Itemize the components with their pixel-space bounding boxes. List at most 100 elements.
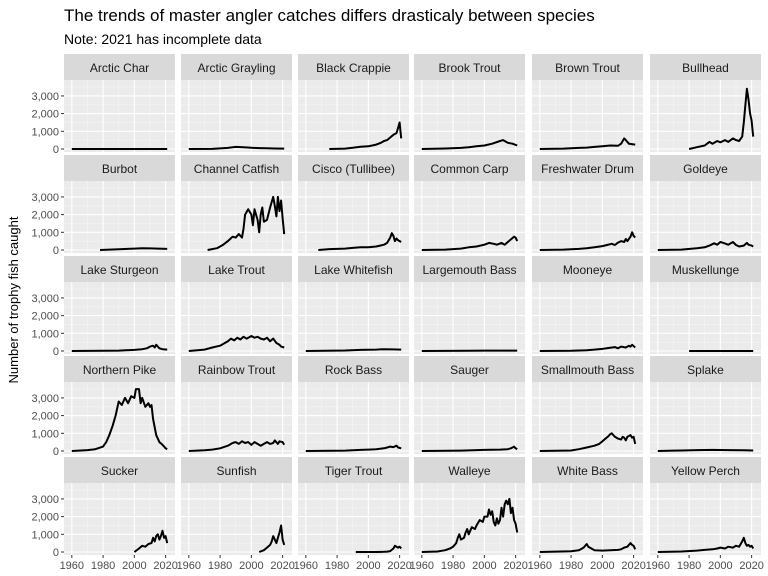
x-tick-label: 2000 (356, 560, 380, 572)
y-tick-label: 1,000 (31, 126, 59, 138)
facet-label: Burbot (102, 162, 138, 176)
facet-panel: Freshwater Drum (532, 155, 643, 253)
facet-label: Largemouth Bass (422, 263, 516, 277)
facet-label: Splake (687, 363, 724, 377)
series-line (305, 444, 402, 452)
facet-panel: Black Crappie (298, 54, 409, 152)
facet-panel: Lake Sturgeon 0 1,000 2,000 3,000 (31, 256, 175, 358)
facet-panel: Sauger (414, 356, 525, 454)
facet-label: Rock Bass (325, 363, 382, 377)
facet-strip (532, 54, 643, 80)
panel-background (414, 282, 525, 354)
x-tick-label: 1980 (208, 560, 232, 572)
facet-panel: Lake Whitefish (298, 256, 409, 354)
facet-label: Northern Pike (83, 363, 157, 377)
facet-label: Sauger (450, 363, 489, 377)
facet-panel: Lake Trout (181, 256, 292, 354)
panel-background (64, 483, 175, 555)
facet-strip (64, 256, 175, 282)
facet-label: Lake Trout (208, 263, 265, 277)
facet-strip (64, 54, 175, 80)
series-line (258, 524, 286, 553)
facet-panel: Smallmouth Bass (532, 356, 643, 454)
series-line (539, 231, 636, 251)
x-tick-label: 2020 (153, 560, 177, 572)
facet-label: Black Crappie (316, 61, 391, 75)
series-line (71, 343, 168, 352)
facet-strip (64, 155, 175, 181)
facet-strip (650, 457, 761, 483)
facet-strip (532, 256, 643, 282)
panel-background (298, 282, 409, 354)
facet-strip (298, 155, 409, 181)
panel-background (64, 80, 175, 152)
series-line (133, 529, 169, 553)
y-tick-label: 2,000 (31, 210, 59, 222)
series-line (657, 536, 755, 553)
facet-label: Arctic Grayling (197, 61, 275, 75)
facet-label: Channel Catfish (194, 162, 279, 176)
facet-label: Rainbow Trout (198, 363, 276, 377)
facet-strip (414, 457, 525, 483)
panel-background (181, 80, 292, 152)
y-tick-label: 3,000 (31, 494, 59, 506)
facet-strip (181, 457, 292, 483)
x-tick-label: 1960 (528, 560, 552, 572)
facet-label: White Bass (557, 464, 618, 478)
series-line (688, 87, 755, 150)
facet-strip (414, 356, 525, 382)
series-line (329, 121, 403, 150)
panel-background (650, 382, 761, 454)
panel-background (414, 80, 525, 152)
x-tick-label: 2000 (708, 560, 732, 572)
facet-strip (650, 256, 761, 282)
facet-panel: Goldeye (650, 155, 761, 253)
facet-strip (650, 155, 761, 181)
series-line (657, 448, 754, 452)
series-line (355, 544, 402, 553)
facet-panel: Mooneye (532, 256, 643, 354)
series-line (207, 195, 286, 251)
y-tick-label: 3,000 (31, 393, 59, 405)
facet-label: Smallmouth Bass (541, 363, 634, 377)
y-tick-label: 0 (53, 547, 59, 559)
facet-label: Tiger Trout (325, 464, 383, 478)
y-tick-label: 1,000 (31, 529, 59, 541)
panel-background (650, 282, 761, 354)
series-line (188, 439, 286, 452)
facet-label: Cisco (Tullibee) (312, 162, 395, 176)
y-tick-label: 2,000 (31, 311, 59, 323)
facet-panel: Burbot 0 1,000 2,000 3,000 (31, 155, 175, 257)
facet-panel: Tiger Trout 1960 1980 2000 2020 (294, 457, 412, 572)
x-tick-label: 1960 (60, 560, 84, 572)
facet-panels: Arctic Char 0 1,000 2,000 3,000 Arctic Grayli… (31, 54, 764, 572)
panel-background (650, 181, 761, 253)
panel-background (298, 483, 409, 555)
panel-background (181, 181, 292, 253)
chart-title: The trends of master angler catches diff… (64, 6, 595, 25)
x-tick-label: 2020 (503, 560, 527, 572)
series-line (305, 348, 402, 352)
panel-background (532, 181, 643, 253)
facet-panel: Brook Trout (414, 54, 525, 152)
x-tick-label: 2000 (122, 560, 146, 572)
x-tick-label: 1980 (441, 560, 465, 572)
facet-strip (532, 356, 643, 382)
facet-strip (298, 356, 409, 382)
series-line (188, 335, 285, 352)
facet-panel: Channel Catfish (181, 155, 292, 253)
panel-background (298, 382, 409, 454)
series-line (421, 445, 518, 452)
series-line (539, 343, 636, 352)
facet-label: Lake Whitefish (314, 263, 393, 277)
facet-label: Sucker (101, 464, 138, 478)
panel-background (414, 382, 525, 454)
facet-label: Arctic Char (90, 61, 149, 75)
y-axis-label: Number of trophy fish caught (6, 216, 21, 383)
facet-strip (181, 256, 292, 282)
facet-label: Common Carp (430, 162, 508, 176)
y-tick-label: 2,000 (31, 109, 59, 121)
facet-strip (64, 356, 175, 382)
facet-strip (298, 256, 409, 282)
facet-label: Muskellunge (672, 263, 740, 277)
